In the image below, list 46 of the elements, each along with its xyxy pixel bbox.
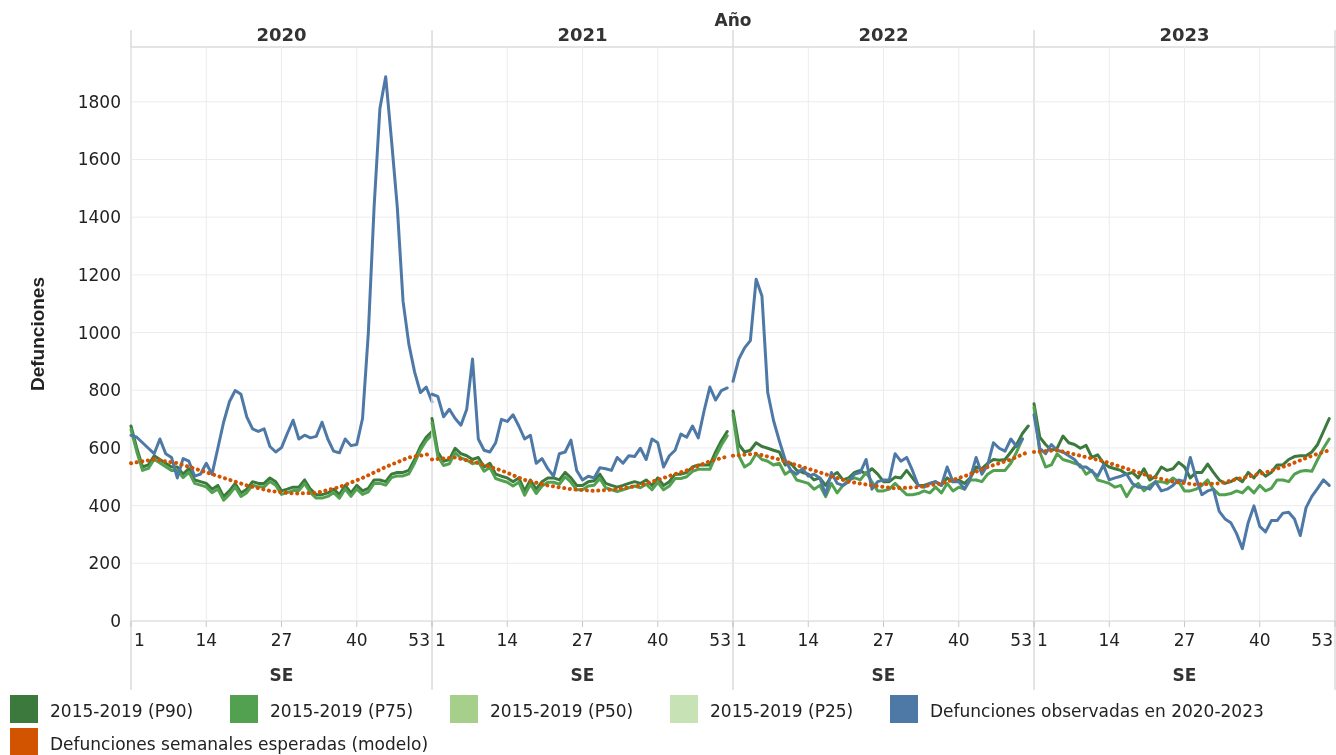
y-tick-label: 1000 [77,322,121,343]
y-tick-label: 400 [88,495,121,516]
x-tick-label: 40 [1248,630,1271,650]
x-tick-label: 1 [134,630,145,650]
x-tick-label: 14 [1098,630,1121,650]
x-tick-label: 14 [797,630,820,650]
x-tick-label: 40 [947,630,970,650]
text: Año [714,10,752,30]
y-tick-label: 600 [88,437,121,458]
y-tick-label: 0 [110,610,121,631]
x-tick-label: 14 [195,630,218,650]
x-tick-label: 53 [408,630,430,650]
y-tick-label: 1600 [77,149,121,170]
y-tick-label: 800 [88,380,121,401]
y-tick-label: 1800 [77,91,121,112]
x-axis-title: SE [570,665,595,685]
x-tick-label: 27 [1173,630,1196,650]
y-tick-label: 1200 [77,264,121,285]
y-axis-title: Defunciones [27,276,48,392]
x-tick-label: 27 [872,630,895,650]
x-axis-title: SE [269,665,294,685]
legend-label: 2015-2019 (P75) [270,701,414,721]
y-tick-label: 200 [88,553,121,574]
x-tick-label: 40 [646,630,669,650]
y-tick-label: 1400 [77,207,121,228]
chart-title: 2020 [256,24,307,45]
x-tick-label: 53 [1311,630,1333,650]
x-tick-label: 1 [1037,630,1048,650]
legend-label: 2015-2019 (P25) [710,701,854,721]
x-tick-label: 27 [270,630,293,650]
chart-title: 2023 [1159,24,1210,45]
x-tick-label: 1 [736,630,747,650]
x-axis-title: SE [1172,665,1197,685]
x-tick-label: 53 [1010,630,1032,650]
x-axis-title: SE [871,665,896,685]
x-tick-label: 14 [496,630,519,650]
legend-label: 2015-2019 (P90) [50,701,194,721]
legend-label: Defunciones observadas en 2020-2023 [930,701,1264,721]
x-tick-label: 53 [709,630,731,650]
x-tick-label: 40 [345,630,368,650]
chart-title: 2021 [557,24,608,45]
x-tick-label: 27 [571,630,594,650]
chart-title: 2022 [858,24,909,45]
x-tick-label: 1 [435,630,446,650]
legend-label: 2015-2019 (P50) [490,701,634,721]
legend-label: Defunciones semanales esperadas (modelo) [50,734,429,754]
